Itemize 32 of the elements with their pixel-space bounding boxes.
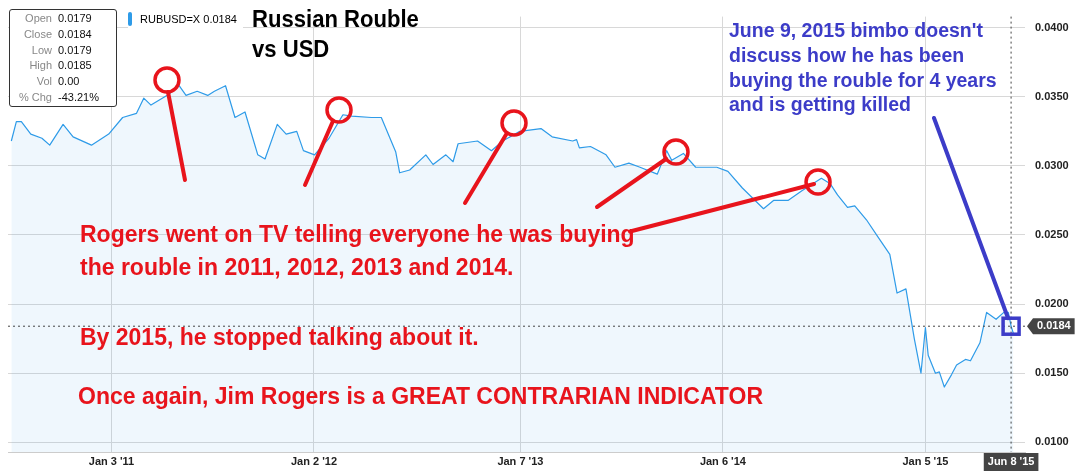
x-tick-label: Jan 7 '13: [497, 454, 544, 467]
annotation: Vol: [35, 75, 53, 90]
annotation: 0.0185: [58, 59, 93, 74]
x-tick-label: Jan 5 '15: [902, 454, 949, 467]
annotation: 0.0184: [58, 27, 93, 42]
annotation: By 2015, he stopped talking about it.: [80, 324, 480, 352]
annotation: 0.00: [58, 75, 81, 90]
annotation: Open: [24, 12, 53, 26]
legend-label: RUBUSD=X 0.0184: [140, 13, 237, 25]
y-tick-label: 0.0200: [1035, 297, 1069, 310]
annotation: June 9, 2015 bimbo doesn't discuss how he has been buying the rouble for 4 years and is getting killed: [729, 18, 998, 117]
annotation: 0.0179: [58, 43, 93, 58]
chart-title: Russian Rouble vs USD: [252, 4, 420, 64]
ref-line-label: 0.0184: [1037, 319, 1072, 332]
y-tick-label: 0.0300: [1035, 158, 1069, 171]
x-tick-label: Jan 3 '11: [88, 454, 135, 467]
annotation: -43.21%: [58, 91, 100, 106]
annotation: Rogers went on TV telling everyone he was buying the rouble in 2011, 2012, 2013 and 2014.: [80, 220, 636, 283]
x-tick-label: Jan 6 '14: [699, 454, 747, 467]
y-tick-label: 0.0400: [1035, 20, 1069, 33]
y-tick-label: 0.0150: [1035, 366, 1069, 379]
y-tick-label: 0.0100: [1035, 435, 1069, 448]
ref-line-label: Jun 8 '15: [987, 455, 1035, 468]
y-tick-label: 0.0250: [1035, 228, 1069, 241]
annotation: 0.0179: [58, 12, 93, 26]
x-tick-label: Jan 2 '12: [290, 454, 338, 467]
y-tick-label: 0.0350: [1035, 89, 1069, 102]
annotation: % Chg: [17, 91, 53, 106]
annotation: High: [28, 59, 53, 74]
annotation: Once again, Jim Rogers is a GREAT CONTRARIAN INDICATOR: [78, 383, 764, 411]
annotation: Low: [30, 43, 53, 58]
annotation: Close: [22, 27, 53, 42]
